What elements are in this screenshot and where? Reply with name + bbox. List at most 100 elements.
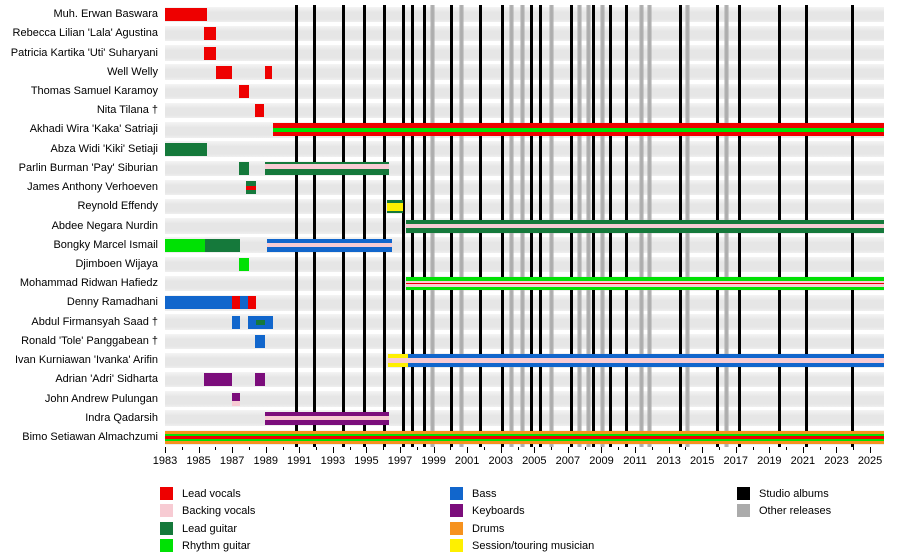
year-tick-label: 2015 xyxy=(689,455,715,468)
member-label: Akhadi Wira 'Kaka' Satriaji xyxy=(29,123,158,136)
studio-album-line xyxy=(383,5,387,448)
legend-item: Session/touring musician xyxy=(450,539,670,553)
year-tick-label: 2011 xyxy=(623,455,647,468)
tenure-bar xyxy=(387,200,403,214)
bar-layer-backing-vocals xyxy=(405,223,884,229)
bar-layer-drums xyxy=(165,430,884,435)
year-tick-label: 2023 xyxy=(824,455,849,468)
bar-layer-backing-vocals xyxy=(405,280,884,283)
bar-layer-rhythm-guitar xyxy=(272,127,884,133)
tenure-bar xyxy=(387,354,409,368)
bar-layer-backing-vocals xyxy=(264,163,390,170)
year-tick-label: 2001 xyxy=(454,455,480,468)
member-label: Indra Qadarsih xyxy=(85,411,158,424)
tenure-bar xyxy=(267,238,393,252)
bar-layer-backing-vocals xyxy=(232,400,241,406)
tenure-bar xyxy=(264,411,390,425)
bar-layer-bass xyxy=(254,334,265,348)
year-tick xyxy=(366,447,368,454)
tenure-bar xyxy=(264,161,390,175)
year-tick xyxy=(769,447,771,454)
tenure-bar xyxy=(232,392,241,406)
bar-layer-lead-vocals xyxy=(272,123,884,128)
bar-layer-rhythm-guitar xyxy=(165,439,884,441)
year-tick xyxy=(752,447,754,451)
tenure-bar xyxy=(238,161,249,175)
legend-label: Rhythm guitar xyxy=(182,540,251,553)
year-tick xyxy=(551,447,553,451)
member-label: Rebecca Lilian 'Lala' Agustina xyxy=(12,27,158,40)
year-tick xyxy=(534,447,536,454)
year-tick-label: 1991 xyxy=(287,455,312,468)
bar-layer-lead-guitar xyxy=(204,238,240,252)
year-tick xyxy=(215,447,217,451)
bar-layer-rhythm-guitar xyxy=(165,238,205,252)
year-tick xyxy=(450,447,452,451)
bar-layer-lead-vocals xyxy=(405,282,884,285)
member-labels-column: Muh. Erwan Baswara Rebecca Lilian 'Lala' … xyxy=(0,0,160,475)
year-tick-label: 2007 xyxy=(555,455,581,468)
year-tick xyxy=(618,447,620,451)
tenure-bar xyxy=(264,65,273,79)
year-tick xyxy=(416,447,418,451)
tenure-bar xyxy=(254,104,265,118)
member-label: Nita Tilana † xyxy=(96,104,158,117)
legend-item: Lead guitar xyxy=(160,521,380,536)
year-tick-label: 2021 xyxy=(790,455,816,468)
tenure-bar xyxy=(248,315,256,329)
year-tick xyxy=(299,447,301,454)
bar-layer-lead-vocals xyxy=(216,65,233,79)
year-tick xyxy=(685,447,687,451)
member-label: Thomas Samuel Karamoy xyxy=(30,84,158,97)
bar-layer-lead-vocals xyxy=(203,46,217,60)
legend-swatch-bass xyxy=(450,487,463,500)
legend-swatch-rhythm-guitar xyxy=(160,539,173,553)
member-label: Well Welly xyxy=(107,65,158,78)
bar-layer-lead-vocals xyxy=(246,185,256,190)
tenure-bar xyxy=(216,65,233,79)
bar-layer-lead-guitar xyxy=(255,319,265,325)
bar-layer-bass xyxy=(408,362,884,368)
year-tick-label: 1987 xyxy=(219,455,245,468)
legend-label: Lead guitar xyxy=(182,522,238,535)
bar-layer-rhythm-guitar xyxy=(405,277,884,281)
year-tick xyxy=(400,447,402,454)
bar-layer-rhythm-guitar xyxy=(238,257,249,271)
year-tick-label: 2009 xyxy=(589,455,614,468)
bar-layer-keyboards xyxy=(232,392,241,401)
member-label: James Anthony Verhoeven xyxy=(27,181,158,194)
legend-label: Bass xyxy=(472,488,497,500)
year-tick-label: 1989 xyxy=(253,455,278,468)
year-tick-label: 1985 xyxy=(186,455,211,468)
member-label: Abza Widi 'Kiki' Setiaji xyxy=(50,142,158,155)
studio-album-line xyxy=(342,5,346,448)
tenure-bar xyxy=(203,27,217,41)
year-tick xyxy=(198,447,200,454)
bar-layer-keyboards xyxy=(264,411,390,417)
bar-layer-lead-vocals xyxy=(165,435,884,440)
tenure-bar xyxy=(264,315,273,329)
tenure-bar xyxy=(232,315,240,329)
bar-layer-lead-guitar xyxy=(238,161,249,175)
year-tick-label: 2013 xyxy=(656,455,681,468)
year-tick xyxy=(651,447,653,451)
legend-item: Lead vocals xyxy=(160,487,380,501)
year-tick xyxy=(232,447,234,454)
tenure-bar xyxy=(165,238,205,252)
year-tick xyxy=(500,447,502,454)
bar-layer-lead-guitar xyxy=(264,161,390,164)
year-tick xyxy=(483,447,485,451)
member-label: Ronald 'Tole' Panggabean † xyxy=(21,334,158,347)
bar-layer-lead-vocals xyxy=(238,84,249,98)
bar-layer-session xyxy=(387,202,403,211)
year-tick xyxy=(282,447,284,451)
year-tick xyxy=(802,447,804,454)
year-tick-label: 1995 xyxy=(354,455,379,468)
legend: Lead vocals Backing vocals Lead guitar Rhyt… xyxy=(0,475,900,555)
year-tick xyxy=(248,447,250,451)
legend-swatch-lead-guitar xyxy=(160,521,173,535)
studio-album-line xyxy=(363,5,367,448)
bar-layer-bass xyxy=(408,354,884,359)
tenure-bar xyxy=(165,430,884,444)
bar-layer-bass xyxy=(264,315,273,329)
